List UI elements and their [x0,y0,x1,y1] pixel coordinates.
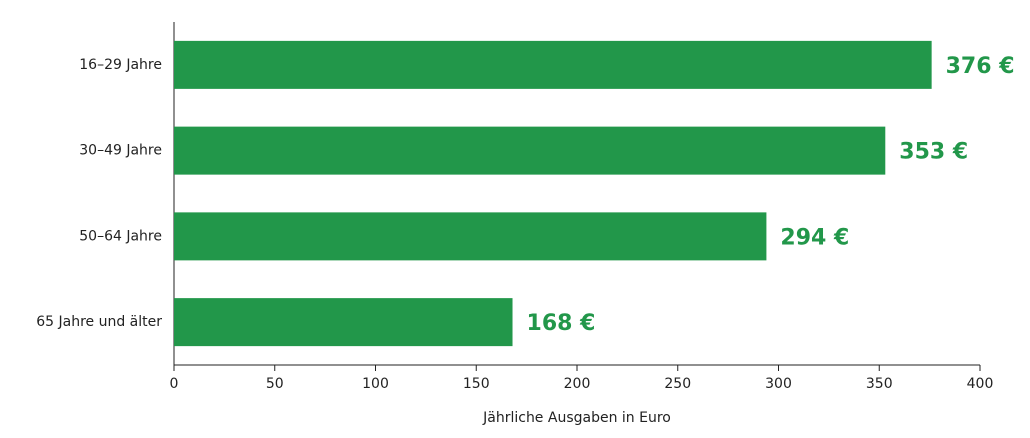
x-tick-label: 150 [463,376,490,392]
bar [174,212,767,261]
value-label: 168 € [527,311,596,336]
y-tick-label: 65 Jahre und älter [36,314,162,330]
value-label: 376 € [946,54,1015,79]
x-tick-label: 300 [765,376,792,392]
x-tick-label: 50 [266,376,284,392]
x-tick-label: 400 [967,376,994,392]
bar [174,298,513,347]
y-tick-label: 50–64 Jahre [79,228,162,244]
bar [174,40,932,89]
y-tick-label: 30–49 Jahre [79,143,162,159]
x-tick-label: 0 [170,376,179,392]
x-tick-label: 200 [564,376,591,392]
value-label: 294 € [780,225,849,250]
x-axis-title: Jährliche Ausgaben in Euro [482,410,671,426]
bar [174,126,886,175]
value-label: 353 € [899,140,968,165]
y-tick-label: 16–29 Jahre [79,57,162,73]
x-tick-label: 250 [664,376,691,392]
x-tick-label: 100 [362,376,389,392]
x-tick-label: 350 [866,376,893,392]
